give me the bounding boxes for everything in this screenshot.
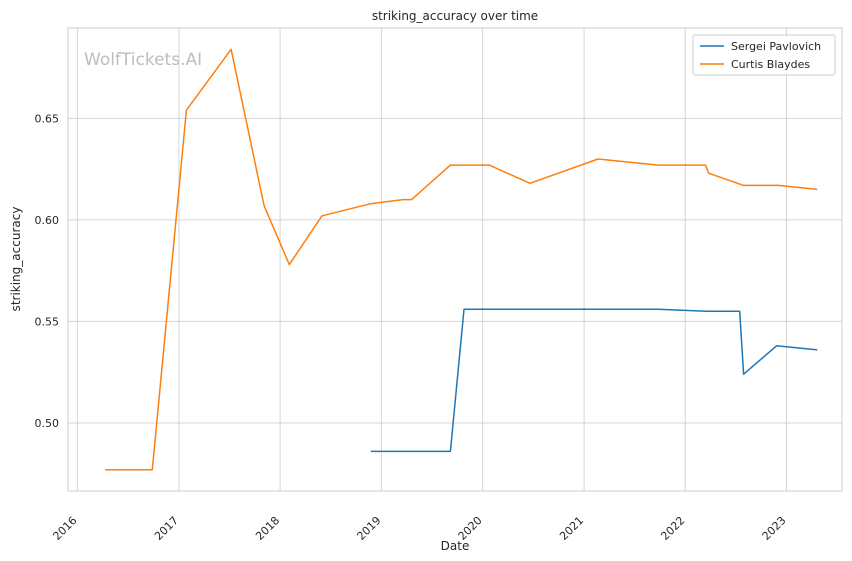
plot-frame [67,27,843,492]
series-lines [105,48,818,471]
y-tick-label: 0.65 [35,112,60,125]
x-tick-label: 2022 [658,514,687,543]
y-axis-label: striking_accuracy [9,207,23,312]
y-tick-labels: 0.50 0.55 0.60 0.65 [35,112,60,430]
legend-label-sergei-pavlovich: Sergei Pavlovich [731,40,821,53]
y-tick-label: 0.50 [35,417,60,430]
y-tick-label: 0.60 [35,214,60,227]
x-tick-labels: 2016 2017 2018 2019 2020 2021 2022 2023 [51,514,789,543]
y-tick-label: 0.55 [35,315,60,328]
series-line-curtis-blaydes [105,48,818,471]
x-tick-label: 2023 [760,514,789,543]
x-tick-label: 2017 [152,514,181,543]
x-tick-label: 2016 [51,514,80,543]
x-tick-label: 2021 [557,514,586,543]
watermark: WolfTickets.AI [84,50,202,70]
x-tick-label: 2018 [253,514,282,543]
chart-title: striking_accuracy over time [372,9,538,23]
x-axis-label: Date [441,539,470,553]
series-line-sergei-pavlovich [370,308,818,453]
legend-label-curtis-blaydes: Curtis Blaydes [731,58,810,71]
legend-box [692,34,836,76]
x-gridlines [76,28,787,491]
x-tick-label: 2019 [355,514,384,543]
legend: Sergei Pavlovich Curtis Blaydes [692,34,836,76]
y-gridlines [68,117,842,424]
